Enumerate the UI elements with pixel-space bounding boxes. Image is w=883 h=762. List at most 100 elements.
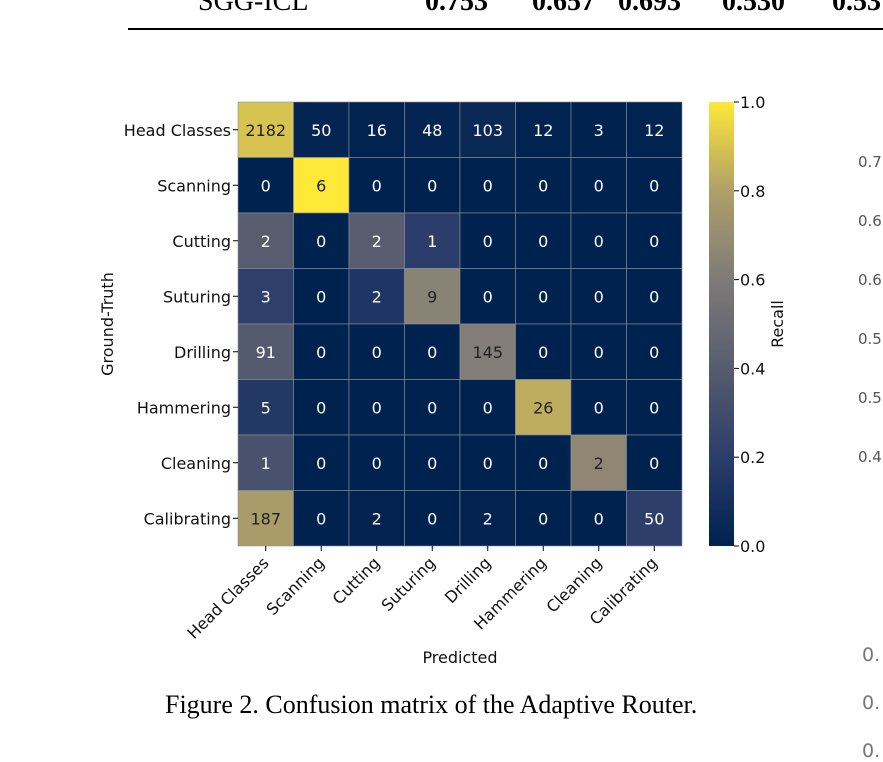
- heatmap-cell: [626, 323, 683, 380]
- cell-value-label: 0: [538, 176, 548, 195]
- heatmap-cell: [293, 268, 350, 325]
- heatmap-cell: [404, 379, 461, 436]
- x-tick-label: Suturing: [378, 553, 440, 615]
- cell-value-label: 1: [261, 454, 271, 473]
- table-cell: 0.693: [618, 0, 681, 17]
- cell-value-label: 0: [316, 454, 326, 473]
- cell-value-label: 0: [538, 232, 548, 251]
- heatmap-cell: [348, 157, 405, 214]
- heatmap-cell: [293, 434, 350, 491]
- cell-value-label: 0: [372, 343, 382, 362]
- cell-value-label: 12: [644, 121, 664, 140]
- colorbar-tick-label: 0.8: [740, 182, 765, 201]
- cell-value-label: 2: [594, 454, 604, 473]
- cell-value-label: 0: [483, 176, 493, 195]
- heatmap-cell: [570, 101, 627, 158]
- cell-value-label: 3: [594, 121, 604, 140]
- x-axis-label: Predicted: [422, 648, 497, 667]
- y-tick-label: Scanning: [157, 176, 231, 195]
- cell-value-label: 0: [649, 343, 659, 362]
- cell-value-label: 2182: [245, 121, 286, 140]
- cell-value-label: 12: [533, 121, 553, 140]
- cell-value-label: 0: [594, 509, 604, 528]
- heatmap-cell: [293, 323, 350, 380]
- cell-value-label: 0: [261, 176, 271, 195]
- cell-value-label: 0: [538, 454, 548, 473]
- x-tick-label: Scanning: [262, 553, 328, 619]
- colorbar-tick-label: 0.6: [740, 271, 765, 290]
- confusion-matrix-chart: 2182 50 16 48 103 12 3 120 6 0 0 0 0 0 02 0 2 1 0 0 0 03 0 2 9 0 0…: [98, 93, 787, 667]
- cropped-tick-label: 0.: [862, 692, 881, 714]
- table-cell: 0.657: [532, 0, 595, 17]
- cropped-tick-label: 0.5: [858, 330, 882, 348]
- cell-value-label: 187: [250, 509, 281, 528]
- table-cell: 0.530: [722, 0, 785, 17]
- cell-value-label: 2: [483, 509, 493, 528]
- heatmap-cell: [348, 101, 405, 158]
- cell-value-label: 0: [594, 398, 604, 417]
- colorbar-label: Recall: [768, 300, 787, 348]
- cell-value-label: 91: [256, 343, 276, 362]
- table-row-label: SGG-ICL: [198, 0, 309, 17]
- cell-value-label: 0: [372, 176, 382, 195]
- heatmap-cell: [515, 379, 572, 436]
- cell-value-label: 0: [594, 287, 604, 306]
- cell-value-label: 0: [594, 343, 604, 362]
- heatmap-cell: [293, 157, 350, 214]
- heatmap-cell: [237, 434, 294, 491]
- cell-value-label: 50: [311, 121, 331, 140]
- heatmap-cell: [404, 434, 461, 491]
- cell-value-label: 0: [649, 398, 659, 417]
- cropped-tick-label: 0.4: [858, 448, 882, 466]
- cropped-tick-label: 0.: [862, 644, 881, 666]
- cell-value-label: 0: [649, 287, 659, 306]
- cropped-tick-label: 0.7: [858, 153, 882, 171]
- heatmap-cell: [515, 434, 572, 491]
- cell-value-label: 0: [483, 287, 493, 306]
- cell-value-label: 9: [427, 287, 437, 306]
- y-tick-label: Head Classes: [124, 121, 231, 140]
- cell-value-label: 0: [594, 176, 604, 195]
- cell-value-label: 0: [316, 398, 326, 417]
- cell-value-label: 0: [427, 398, 437, 417]
- heatmap-cell: [570, 268, 627, 325]
- cell-value-label: 0: [649, 176, 659, 195]
- heatmap-cell: [570, 490, 627, 547]
- colorbar: 0.0 0.2 0.4 0.6 0.8 1.0 Recall: [709, 93, 787, 556]
- heatmap-cell: [459, 157, 516, 214]
- caption-prefix: Figure 2.: [165, 690, 259, 719]
- heatmap-cell: [626, 434, 683, 491]
- top-table-row: SGG-ICL 0.753 0.657 0.693 0.530 0.53: [0, 0, 883, 26]
- heatmap-cell: [459, 490, 516, 547]
- cell-value-label: 103: [472, 121, 503, 140]
- cell-value-label: 26: [533, 398, 553, 417]
- x-tick-label: Cutting: [329, 553, 384, 608]
- heatmap-cell: [570, 212, 627, 269]
- heatmap-cells: 2182 50 16 48 103 12 3 120 6 0 0 0 0 0 02 0 2 1 0 0 0 03 0 2 9 0 0…: [237, 101, 683, 547]
- heatmap-cell: [348, 434, 405, 491]
- cell-value-label: 6: [316, 176, 326, 195]
- cell-value-label: 2: [261, 232, 271, 251]
- y-tick-label: Calibrating: [144, 509, 231, 528]
- heatmap-cell: [515, 212, 572, 269]
- cell-value-label: 0: [427, 343, 437, 362]
- heatmap-cell: [348, 490, 405, 547]
- cell-value-label: 0: [316, 287, 326, 306]
- cell-value-label: 3: [261, 287, 271, 306]
- cell-value-label: 50: [644, 509, 664, 528]
- colorbar-tick-label: 0.2: [740, 448, 765, 467]
- heatmap-cell: [626, 212, 683, 269]
- table-bottom-rule: [128, 28, 883, 30]
- cell-value-label: 0: [483, 232, 493, 251]
- heatmap-cell: [348, 323, 405, 380]
- cropped-tick-label: 0.6: [858, 271, 882, 289]
- heatmap-cell: [404, 101, 461, 158]
- cell-value-label: 145: [472, 343, 503, 362]
- cell-value-label: 2: [372, 509, 382, 528]
- heatmap-cell: [404, 157, 461, 214]
- table-cell: 0.753: [425, 0, 488, 17]
- heatmap-cell: [515, 268, 572, 325]
- cell-value-label: 0: [372, 398, 382, 417]
- heatmap-cell: [237, 212, 294, 269]
- heatmap-cell: [515, 490, 572, 547]
